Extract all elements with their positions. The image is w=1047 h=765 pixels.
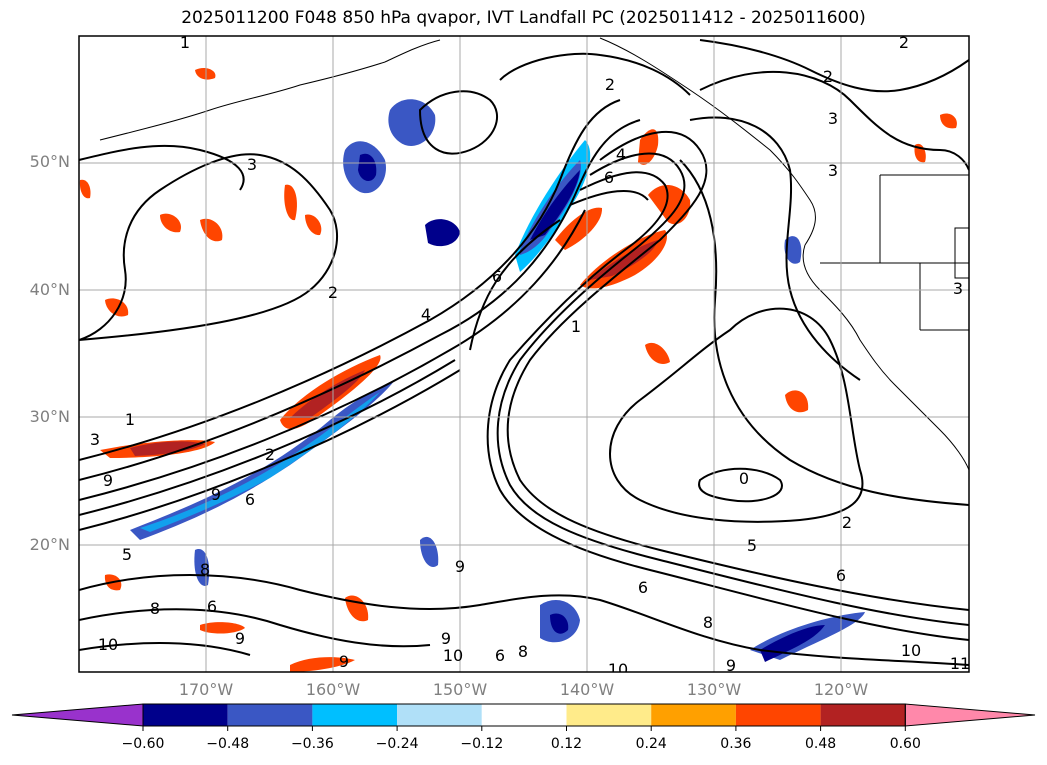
contour-label: 10 xyxy=(98,635,118,654)
colorbar-tick-label: 0.12 xyxy=(550,736,583,752)
colorbar-extend-min xyxy=(11,703,144,727)
contour-label: 2 xyxy=(899,33,909,52)
contour-label: 9 xyxy=(339,652,349,671)
contour-label: 6 xyxy=(245,490,255,509)
colorbar-segment xyxy=(397,704,482,726)
graticule xyxy=(79,36,969,672)
colorbar-extend-max xyxy=(904,703,1036,727)
colorbar-tick-label: 0.36 xyxy=(720,736,752,752)
contour-label: 6 xyxy=(207,597,217,616)
colorbar-tick-label: 0.48 xyxy=(805,736,837,752)
colorbar-segment xyxy=(820,704,906,726)
contour-label: 9 xyxy=(726,656,736,675)
lat-label-30n: 30°N xyxy=(29,407,70,426)
contour-label: 8 xyxy=(518,642,528,661)
contour-label: 2 xyxy=(328,283,338,302)
colorbar-tick-label: −0.48 xyxy=(206,736,250,752)
lon-label-170w: 170°W xyxy=(178,680,234,699)
coastlines xyxy=(99,37,969,471)
lon-label-140w: 140°W xyxy=(559,680,615,699)
contour-label: 1 xyxy=(180,33,190,52)
lon-label-130w: 130°W xyxy=(686,680,742,699)
contour-label: 8 xyxy=(703,613,713,632)
contour-label: 6 xyxy=(495,646,505,665)
colorbar-segment xyxy=(227,704,313,726)
contour-label: 4 xyxy=(616,145,626,164)
lat-label-50n: 50°N xyxy=(29,152,70,171)
positive-anomaly-regions xyxy=(79,67,957,672)
contour-label: 5 xyxy=(122,545,132,564)
contour-label: 3 xyxy=(828,161,838,180)
contour-label: 8 xyxy=(150,599,160,618)
map-title: 2025011200 F048 850 hPa qvapor, IVT Land… xyxy=(181,8,866,28)
contour-label: 10 xyxy=(608,660,628,679)
contour-label: 3 xyxy=(90,430,100,449)
colorbar-segments xyxy=(11,703,1036,731)
contour-label: 1 xyxy=(571,317,581,336)
colorbar-segment xyxy=(735,704,821,726)
contour-label: 0 xyxy=(739,469,749,488)
contour-label: 6 xyxy=(492,267,502,286)
colorbar-tick-label: 0.24 xyxy=(635,736,667,752)
lon-label-120w: 120°W xyxy=(813,680,869,699)
contour-label: 10 xyxy=(443,646,463,665)
contour-label: 2 xyxy=(265,445,275,464)
contour-label: 6 xyxy=(836,566,846,585)
contour-label: 5 xyxy=(747,536,757,555)
contour-label: 9 xyxy=(103,471,113,490)
colorbar-segment xyxy=(143,704,228,726)
lat-label-40n: 40°N xyxy=(29,280,70,299)
contour-label: 2 xyxy=(842,513,852,532)
contour-label: 9 xyxy=(441,629,451,648)
colorbar-segment xyxy=(312,704,398,726)
lat-label-20n: 20°N xyxy=(29,535,70,554)
colorbar-segment xyxy=(481,704,567,726)
contour-label: 3 xyxy=(953,279,963,298)
colorbar-outline xyxy=(142,703,906,727)
contour-label: 3 xyxy=(828,109,838,128)
contour-label: 11 xyxy=(950,654,970,673)
colorbar-tick-label: 0.60 xyxy=(889,736,921,752)
contour-label: 10 xyxy=(901,641,921,660)
colorbar-tick-label: −0.60 xyxy=(121,736,165,752)
colorbar-tick-label: −0.36 xyxy=(290,736,334,752)
lon-label-150w: 150°W xyxy=(432,680,488,699)
colorbar-tick-label: −0.24 xyxy=(375,736,419,752)
map-frame xyxy=(78,35,970,673)
contour-label: 1 xyxy=(125,410,135,429)
contour-label: 2 xyxy=(823,67,833,86)
contour-label: 2 xyxy=(605,75,615,94)
contour-label: 4 xyxy=(421,305,431,324)
ivt-contours xyxy=(79,39,969,666)
lon-label-160w: 160°W xyxy=(305,680,361,699)
contour-label: 9 xyxy=(211,485,221,504)
contour-label: 9 xyxy=(235,629,245,648)
contour-label: 3 xyxy=(247,155,257,174)
colorbar-segment xyxy=(566,704,652,726)
contour-label: 8 xyxy=(200,560,210,579)
colorbar-tick-label: −0.12 xyxy=(460,736,504,752)
contour-label: 6 xyxy=(638,578,648,597)
colorbar-segment xyxy=(651,704,736,726)
contour-label: 6 xyxy=(604,168,614,187)
contour-label: 9 xyxy=(455,557,465,576)
